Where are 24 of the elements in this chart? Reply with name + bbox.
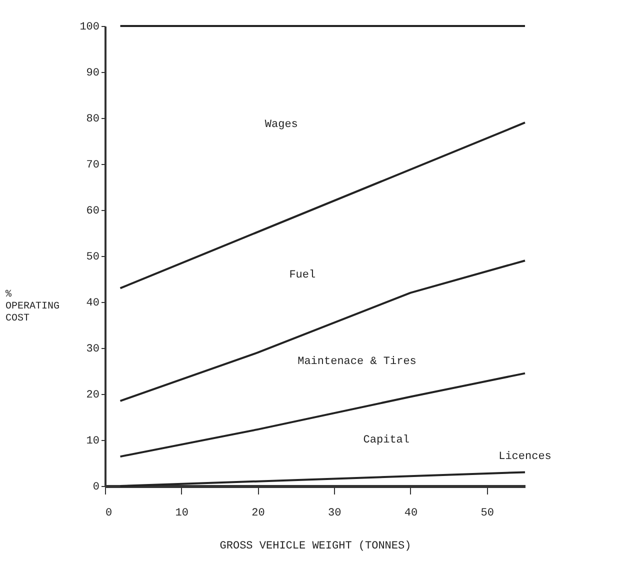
y-tick-label: 30 xyxy=(86,344,100,356)
annotation: Fuel xyxy=(289,269,316,282)
y-tick-label: 90 xyxy=(86,68,100,80)
annotation: Licences xyxy=(498,451,552,464)
y-tick-label: 50 xyxy=(86,252,100,264)
annotation: Capital xyxy=(363,434,410,446)
y-tick-label: 10 xyxy=(86,436,100,448)
x-tick-label: 50 xyxy=(480,508,494,520)
y-tick-label: 70 xyxy=(86,160,100,172)
y-tick-label: 80 xyxy=(86,114,100,126)
x-tick-label: 40 xyxy=(404,508,418,520)
y-tick-label: 60 xyxy=(86,206,100,218)
y-tick-label: 100 xyxy=(80,22,100,34)
x-tick-label: 30 xyxy=(328,508,342,520)
x-tick-label: 0 xyxy=(106,508,112,520)
x-tick-label: 20 xyxy=(252,508,265,520)
y-axis-title: % OPERATING COST xyxy=(6,290,60,325)
y-tick-label: 20 xyxy=(86,390,100,402)
y-tick-label: 0 xyxy=(92,482,100,494)
annotation: Maintenace & Tires xyxy=(298,356,416,368)
x-tick-label: 10 xyxy=(175,508,188,520)
y-tick-label: 40 xyxy=(86,298,100,310)
x-axis-title: GROSS VEHICLE WEIGHT (TONNES) xyxy=(220,540,412,552)
annotation: Wages xyxy=(264,119,298,132)
